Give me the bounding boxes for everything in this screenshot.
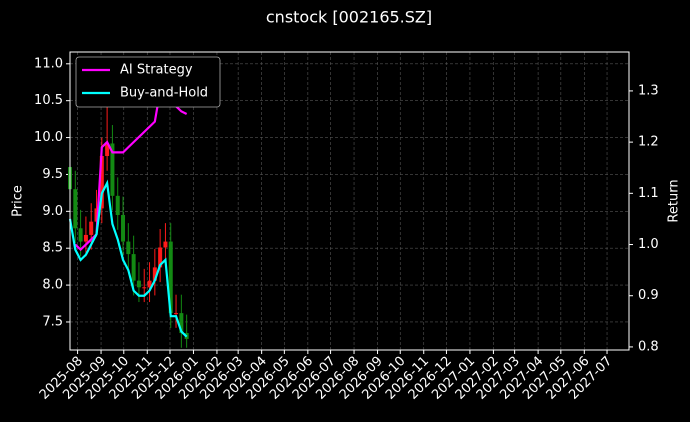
y2-tick-label: 0.8 xyxy=(638,339,659,354)
candle-body xyxy=(131,254,136,281)
y-tick-label: 7.5 xyxy=(42,314,63,329)
y2-axis-label: Return xyxy=(667,179,682,222)
y-tick-label: 8.0 xyxy=(42,278,63,293)
chart-title: cnstock [002165.SZ] xyxy=(266,8,432,27)
y2-tick-label: 1.0 xyxy=(638,237,659,252)
y-tick-label: 8.5 xyxy=(42,241,63,256)
candle-body xyxy=(142,287,147,289)
candle-body xyxy=(126,241,131,255)
y-tick-label: 10.5 xyxy=(34,93,63,108)
line-series xyxy=(68,179,188,338)
candle-body xyxy=(94,208,99,222)
y-axis-label: Price xyxy=(11,185,26,217)
candle-body xyxy=(163,241,168,248)
legend-label: Buy-and-Hold xyxy=(120,86,208,101)
candle-body xyxy=(99,156,104,209)
candle-body xyxy=(83,234,88,242)
candle-body xyxy=(105,143,110,157)
y-tick-label: 9.0 xyxy=(42,204,63,219)
candle-body xyxy=(136,280,141,288)
y2-tick-label: 0.9 xyxy=(638,288,659,303)
candle-body xyxy=(152,267,157,281)
candle-body xyxy=(168,241,173,314)
candle-body xyxy=(158,247,163,268)
candle-body xyxy=(110,143,115,196)
y2-tick-label: 1.2 xyxy=(638,135,659,150)
candle-body xyxy=(147,280,152,288)
legend-box xyxy=(75,56,221,108)
y-tick-label: 9.5 xyxy=(42,167,63,182)
y-tick-label: 10.0 xyxy=(34,130,63,145)
y-tick-label: 11.0 xyxy=(34,56,63,71)
candle-body xyxy=(89,221,94,235)
y2-tick-label: 1.3 xyxy=(638,83,659,98)
candle-body xyxy=(115,195,120,216)
candle-body xyxy=(78,228,83,242)
legend-label: AI Strategy xyxy=(120,63,193,78)
y2-tick-label: 1.1 xyxy=(638,186,659,201)
candle-body xyxy=(121,215,126,242)
plot-frame xyxy=(69,51,630,351)
candle-body xyxy=(73,189,78,229)
candle-body xyxy=(174,313,179,315)
candle-body xyxy=(179,313,184,334)
